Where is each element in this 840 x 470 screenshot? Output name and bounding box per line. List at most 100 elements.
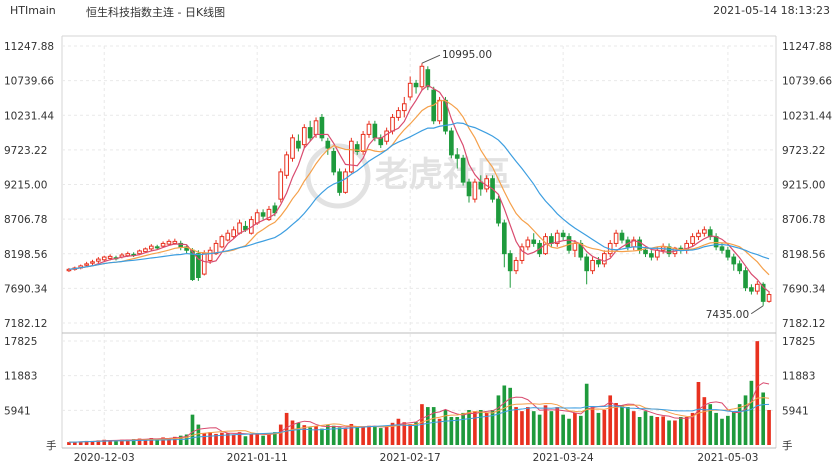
high-annotation: 10995.00 xyxy=(442,49,492,61)
volume-bar xyxy=(108,440,112,445)
volume-bar xyxy=(596,412,601,445)
volume-bar xyxy=(137,438,142,445)
candle xyxy=(513,259,519,272)
volume-bar xyxy=(284,412,289,445)
volume-bar xyxy=(531,411,536,445)
candle xyxy=(501,222,507,255)
candle xyxy=(96,258,101,262)
candle xyxy=(296,140,301,149)
volume-bar xyxy=(737,404,742,445)
candle xyxy=(654,249,660,258)
date-tick: 2021-01-11 xyxy=(227,452,288,464)
price-tick-right: 9215.00 xyxy=(782,180,825,192)
candle xyxy=(266,208,272,221)
candle xyxy=(90,261,95,264)
volume-bar xyxy=(584,383,589,445)
volume-bar xyxy=(673,420,677,445)
candle xyxy=(101,256,107,261)
volume-bar xyxy=(125,439,130,445)
price-tick-right: 8198.56 xyxy=(782,249,826,261)
candle xyxy=(207,249,213,261)
volume-bar xyxy=(614,402,618,445)
volume-bar xyxy=(637,416,642,445)
candle xyxy=(325,140,331,149)
volume-bar xyxy=(567,418,571,445)
volume-bar xyxy=(626,407,630,445)
candle xyxy=(390,116,395,132)
candle xyxy=(702,229,707,234)
volume-bar xyxy=(308,427,312,445)
candle xyxy=(454,154,460,159)
volume-bar xyxy=(731,411,736,445)
volume-bar xyxy=(437,418,442,445)
volume-bar xyxy=(514,407,518,445)
volume-bar xyxy=(102,439,107,445)
volume-bar xyxy=(549,411,554,445)
candle xyxy=(366,123,372,135)
candle xyxy=(613,232,619,244)
volume-bar xyxy=(708,404,713,445)
candle xyxy=(596,259,601,265)
volume-bar xyxy=(590,407,595,445)
volume-bar xyxy=(473,411,477,445)
volume-bar xyxy=(561,414,565,445)
volume-bar xyxy=(267,433,271,445)
volume-bar xyxy=(461,412,465,445)
volume-bar xyxy=(661,416,665,445)
candle xyxy=(331,150,337,173)
candle xyxy=(690,236,695,244)
date-tick: 2021-02-17 xyxy=(380,452,441,464)
candle xyxy=(566,236,572,251)
candle xyxy=(749,287,754,292)
candle xyxy=(125,253,131,257)
candle xyxy=(360,133,366,152)
volume-bar xyxy=(84,440,89,445)
volume-bar xyxy=(214,433,218,445)
volume-bar xyxy=(167,437,171,445)
volume-bar xyxy=(490,409,495,445)
volume-bar xyxy=(414,422,418,445)
volume-bar xyxy=(761,392,765,445)
candle xyxy=(549,236,554,244)
volume-tick-right: 5941 xyxy=(782,405,809,417)
price-tick-left: 9215.00 xyxy=(4,180,47,192)
candle xyxy=(237,222,242,234)
high-pointer xyxy=(421,54,441,64)
volume-bar xyxy=(431,407,436,445)
date-tick: 2021-05-03 xyxy=(697,452,758,464)
price-tick-left: 7690.34 xyxy=(4,283,48,295)
datetime-label: 2021-05-14 18:13:23 xyxy=(713,4,830,17)
candle xyxy=(137,250,142,255)
volume-tick-right: 11883 xyxy=(782,371,815,383)
candle xyxy=(254,212,260,224)
volume-bar xyxy=(537,414,542,445)
candle xyxy=(560,232,566,238)
candle xyxy=(525,239,531,248)
volume-bar xyxy=(249,434,254,445)
candle xyxy=(107,255,113,259)
volume-bar xyxy=(478,409,483,445)
candle xyxy=(425,69,431,88)
candle xyxy=(178,242,184,248)
date-tick: 2020-12-03 xyxy=(74,452,135,464)
candle xyxy=(196,253,201,278)
volume-bar xyxy=(402,422,407,445)
date-tick: 2021-03-24 xyxy=(533,452,594,464)
volume-bar xyxy=(714,412,718,445)
candle xyxy=(172,240,178,244)
volume-bar xyxy=(543,405,548,445)
price-tick-left: 8198.56 xyxy=(4,249,48,261)
volume-bar xyxy=(684,416,689,445)
volume-bar xyxy=(367,425,371,445)
volume-bar xyxy=(467,409,471,445)
low-pointer xyxy=(750,305,764,315)
candle xyxy=(554,232,560,244)
candle xyxy=(290,137,295,159)
volume-bar xyxy=(173,436,177,445)
volume-bar xyxy=(631,411,636,445)
volume-bar xyxy=(743,395,748,445)
price-tick-left: 8706.78 xyxy=(4,214,47,226)
volume-bar xyxy=(155,439,160,445)
candle xyxy=(213,242,219,255)
price-tick-left: 7182.12 xyxy=(4,318,47,330)
